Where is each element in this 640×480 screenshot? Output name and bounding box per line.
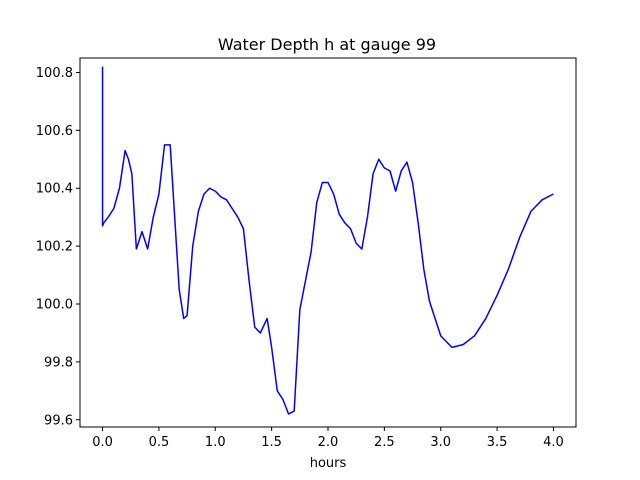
y-tick-label: 100.0 xyxy=(36,298,73,313)
y-tick-label: 100.6 xyxy=(36,124,73,139)
y-tick-label: 100.8 xyxy=(36,66,73,81)
plot-area xyxy=(101,66,554,415)
series-line-1 xyxy=(101,66,554,415)
y-axis: 99.6 99.8 100.0 100.2 100.4 100.6 100.8 xyxy=(36,66,80,428)
x-axis-label: hours xyxy=(310,456,347,471)
x-tick-label: 3.5 xyxy=(487,435,508,450)
y-tick-label: 100.4 xyxy=(36,182,73,197)
y-tick-label: 99.6 xyxy=(44,413,73,428)
x-tick-label: 2.5 xyxy=(374,435,395,450)
chart-title: Water Depth h at gauge 99 xyxy=(218,35,436,54)
x-tick-label: 1.0 xyxy=(205,435,226,450)
x-tick-label: 1.5 xyxy=(261,435,282,450)
x-axis: 0.0 0.5 1.0 1.5 2.0 2.5 3.0 3.5 4.0 xyxy=(92,427,564,450)
x-tick-label: 2.0 xyxy=(318,435,339,450)
y-tick-label: 100.2 xyxy=(36,240,73,255)
x-tick-label: 0.0 xyxy=(92,435,113,450)
x-tick-label: 3.0 xyxy=(430,435,451,450)
x-tick-label: 4.0 xyxy=(543,435,564,450)
axes-frame xyxy=(79,57,577,428)
x-tick-label: 0.5 xyxy=(149,435,170,450)
y-tick-label: 99.8 xyxy=(44,355,73,370)
